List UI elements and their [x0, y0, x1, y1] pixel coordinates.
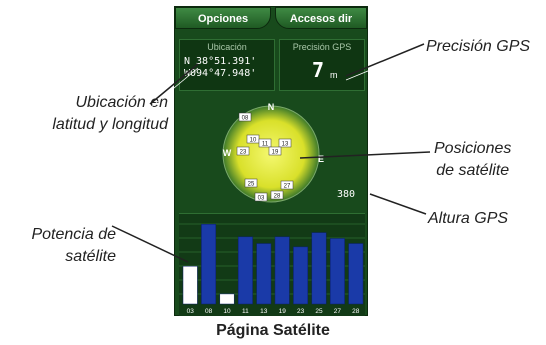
leader-precision	[345, 43, 425, 77]
signal-bar-label: 08	[205, 308, 213, 315]
signal-bar-25	[311, 232, 327, 305]
signal-bar-label: 11	[242, 308, 249, 315]
satellite-marker-label: 23	[240, 150, 247, 156]
leader-location	[149, 63, 199, 105]
annotation-power: Potencia de satélite	[18, 224, 116, 268]
leader-power	[111, 225, 189, 263]
signal-bar-27	[329, 238, 345, 305]
satellite-marker-label: 11	[262, 142, 269, 148]
signal-bar-label: 27	[334, 308, 342, 315]
annotation-power-line1: Potencia de	[31, 226, 116, 243]
satellite-marker-label: 27	[284, 184, 291, 190]
signal-bar-label: 03	[187, 308, 195, 315]
annotation-altitude: Altura GPS	[428, 210, 509, 227]
satellite-marker	[244, 178, 258, 188]
satellite-marker	[278, 138, 292, 148]
altitude-value: 380	[337, 189, 356, 200]
precision-unit: m	[330, 70, 338, 80]
satellite-marker	[268, 146, 282, 156]
signal-strength-chart: 03 08 10 11 13 19 23 25 27 28	[179, 213, 365, 316]
compass-east: E	[318, 154, 324, 164]
satellite-marker	[280, 180, 294, 190]
precision-value: 7	[312, 58, 325, 82]
signal-bar-03	[182, 265, 198, 305]
signal-bar-11	[237, 236, 253, 305]
signal-bar-23	[293, 246, 309, 305]
precision-field: Precisión GPS 7 m	[279, 39, 365, 91]
annotation-power-line2: satélite	[65, 248, 116, 265]
satellite-marker	[236, 146, 250, 156]
signal-bar-19	[274, 236, 290, 305]
satellite-marker	[270, 190, 284, 200]
annotation-positions: Posiciones de satélite	[434, 138, 511, 182]
satellite-marker	[258, 138, 272, 148]
satellite-marker-label: 19	[272, 150, 279, 156]
satellite-marker-label: 10	[250, 138, 257, 144]
annotation-location-line1: Ubicación en	[75, 94, 169, 111]
annotation-location-line2: latitud y longitud	[52, 116, 168, 133]
signal-bar-label: 13	[260, 308, 268, 315]
annotation-location: Ubicación en latitud y longitud	[18, 92, 168, 136]
shortcuts-tab[interactable]: Accesos dir	[275, 7, 367, 29]
satellite-marker-label: 28	[274, 194, 281, 200]
satellite-marker	[238, 112, 252, 122]
sky-horizon-ring	[222, 105, 320, 203]
annotation-positions-line2: de satélite	[436, 162, 510, 179]
leader-altitude	[369, 193, 427, 215]
leader-precision-2	[345, 47, 425, 81]
signal-bar-label: 28	[352, 308, 360, 315]
signal-bar-10	[219, 293, 235, 305]
leader-location-2	[149, 67, 199, 109]
satellite-marker-label: 03	[258, 196, 265, 202]
satellite-marker-label: 13	[282, 142, 289, 148]
satellite-marker	[254, 192, 268, 202]
signal-bar-13	[256, 243, 272, 305]
device-screen: Opciones Accesos dir Ubicación N 38°51.3…	[174, 6, 368, 316]
latitude-value: N 38°51.391'	[184, 56, 257, 67]
annotation-positions-line1: Posiciones	[434, 140, 512, 157]
location-label: Ubicación	[207, 42, 247, 52]
satellite-marker-label: 25	[248, 182, 255, 188]
compass-west: W	[223, 148, 232, 158]
annotation-precision: Precisión GPS	[426, 38, 531, 55]
signal-bar-28	[348, 243, 364, 305]
signal-bar-label: 10	[223, 308, 231, 315]
precision-label: Precisión GPS	[292, 42, 352, 52]
leader-positions	[299, 151, 431, 159]
longitude-value: W094°47.948'	[184, 68, 257, 79]
signal-bar-label: 25	[315, 308, 323, 315]
satellite-marker-label: 08	[242, 116, 249, 122]
figure-caption: Página Satélite	[216, 322, 330, 339]
signal-bar-label: 23	[297, 308, 305, 315]
signal-bar-08	[201, 223, 217, 305]
signal-bar-label: 19	[279, 308, 287, 315]
compass-north: N	[268, 102, 275, 112]
location-field: Ubicación N 38°51.391' W094°47.948'	[179, 39, 275, 91]
options-tab[interactable]: Opciones	[175, 7, 271, 29]
